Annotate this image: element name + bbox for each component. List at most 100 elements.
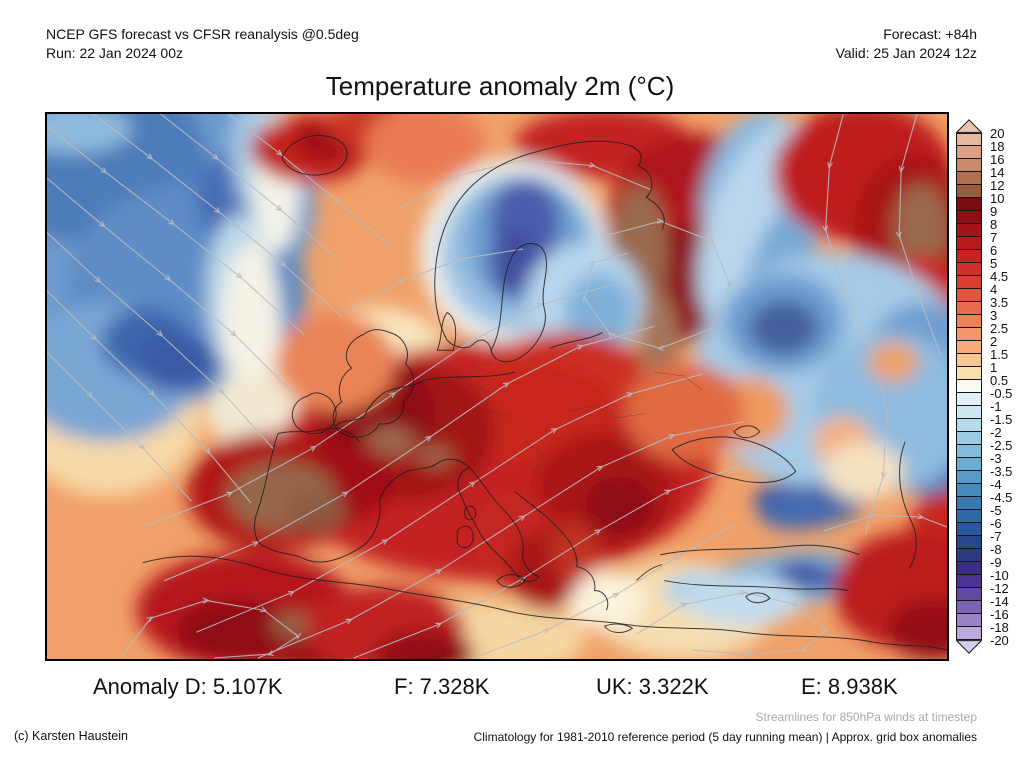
colorbar-over-triangle (956, 119, 982, 133)
colorbar-tick-label: -12 (990, 580, 1009, 596)
run-line: Run: 22 Jan 2024 00z (46, 45, 183, 61)
colorbar-segment (956, 549, 982, 562)
colorbar-tick-label: -2.5 (990, 437, 1013, 453)
map-coastlines (142, 135, 947, 651)
anomaly-value-e: E: 8.938K (801, 674, 898, 699)
colorbar-segment (956, 237, 982, 250)
colorbar-segment (956, 601, 982, 614)
colorbar-segment (956, 289, 982, 302)
colorbar-segment (956, 419, 982, 432)
colorbar-segment (956, 198, 982, 211)
colorbar-segment (956, 328, 982, 341)
colorbar-segment (956, 276, 982, 289)
map-color-field (47, 114, 947, 659)
colorbar-tick-label: -9 (990, 554, 1002, 570)
colorbar-segment (956, 159, 982, 172)
colorbar-tick-label: 2 (990, 333, 998, 349)
colorbar-segment (956, 432, 982, 445)
colorbar-labels: 20 18 16 14 12 10 9 8 7 6 5 4.5 4 3.5 3 2.5 2 1.5 1 0.5 -0.5… (956, 119, 1024, 654)
colorbar-segment (956, 172, 982, 185)
streamline-note: Streamlines for 850hPa winds at timestep (755, 710, 977, 724)
colorbar-tick-label: -0.5 (990, 385, 1013, 401)
colorbar-segment (956, 315, 982, 328)
colorbar-tick-label: 2.5 (990, 320, 1009, 336)
colorbar-segment (956, 302, 982, 315)
colorbar-tick-label: 8 (990, 216, 998, 232)
colorbar: 20 18 16 14 12 10 9 8 7 6 5 4.5 4 3.5 3 2.5 2 1.5 1 0.5 -0.5… (956, 119, 1024, 654)
colorbar-tick-label: -7 (990, 528, 1002, 544)
colorbar-tick-label: 1 (990, 359, 998, 375)
colorbar-tick-label: -5 (990, 502, 1002, 518)
colorbar-tick-label: 5 (990, 255, 998, 271)
colorbar-tick-label: 12 (990, 177, 1005, 193)
colorbar-segment (956, 406, 982, 419)
colorbar-tick-label: 16 (990, 151, 1005, 167)
anomaly-value-f: F: 7.328K (394, 674, 490, 699)
colorbar-tick-label: -14 (990, 593, 1009, 609)
forecast-line: Forecast: +84h (883, 26, 977, 42)
map-streamlines (47, 114, 947, 659)
colorbar-tick-label: -2 (990, 424, 1002, 440)
colorbar-tick-label: -3 (990, 450, 1002, 466)
colorbar-segment (956, 627, 982, 640)
colorbar-segment (956, 224, 982, 237)
colorbar-segment (956, 510, 982, 523)
colorbar-tick-label: -16 (990, 606, 1009, 622)
colorbar-tick-label: 0.5 (990, 372, 1009, 388)
colorbar-segment (956, 536, 982, 549)
colorbar-segment (956, 497, 982, 510)
colorbar-tick-label: -8 (990, 541, 1002, 557)
anomaly-map (45, 112, 949, 661)
header-model-info: NCEP GFS forecast vs CFSR reanalysis @0.… (46, 25, 359, 63)
colorbar-tick-label: 10 (990, 190, 1005, 206)
colorbar-tick-label: -6 (990, 515, 1002, 531)
colorbar-tick-label: 4 (990, 281, 998, 297)
colorbar-tick-label: -18 (990, 619, 1009, 635)
colorbar-tick-label: -4.5 (990, 489, 1013, 505)
colorbar-segment (956, 250, 982, 263)
colorbar-tick-label: 18 (990, 138, 1005, 154)
model-line: NCEP GFS forecast vs CFSR reanalysis @0.… (46, 26, 359, 42)
colorbar-tick-label: -3.5 (990, 463, 1013, 479)
colorbar-segment (956, 185, 982, 198)
colorbar-tick-label: -10 (990, 567, 1009, 583)
colorbar-segment (956, 393, 982, 406)
colorbar-tick-label: 6 (990, 242, 998, 258)
colorbar-segment (956, 341, 982, 354)
colorbar-segment (956, 588, 982, 601)
colorbar-segment (956, 523, 982, 536)
colorbar-tick-label: 9 (990, 203, 998, 219)
colorbar-tick-label: -1 (990, 398, 1002, 414)
colorbar-segment (956, 211, 982, 224)
colorbar-tick-label: -1.5 (990, 411, 1013, 427)
colorbar-segment (956, 458, 982, 471)
colorbar-segment (956, 575, 982, 588)
valid-line: Valid: 25 Jan 2024 12z (835, 45, 977, 61)
colorbar-segments (956, 133, 982, 640)
colorbar-tick-label: 4.5 (990, 268, 1009, 284)
colorbar-tick-label: -20 (990, 632, 1009, 648)
header-forecast-info: Forecast: +84h Valid: 25 Jan 2024 12z (836, 25, 977, 63)
colorbar-tick-label: 3 (990, 307, 998, 323)
colorbar-segment (956, 146, 982, 159)
anomaly-map-svg (47, 114, 947, 659)
colorbar-tick-label: 1.5 (990, 346, 1009, 362)
colorbar-tick-label: 20 (990, 125, 1005, 141)
climatology-note: Climatology for 1981-2010 reference peri… (473, 730, 977, 744)
colorbar-segment (956, 380, 982, 393)
page-title: Temperature anomaly 2m (°C) (325, 71, 675, 101)
colorbar-tick-label: 14 (990, 164, 1005, 180)
credit-note: (c) Karsten Haustein (14, 729, 128, 743)
colorbar-segment (956, 263, 982, 276)
colorbar-tick-label: 3.5 (990, 294, 1009, 310)
colorbar-tick-label: -4 (990, 476, 1002, 492)
colorbar-segment (956, 471, 982, 484)
colorbar-segment (956, 614, 982, 627)
colorbar-segment (956, 133, 982, 146)
colorbar-segment (956, 445, 982, 458)
colorbar-segment (956, 354, 982, 367)
colorbar-segment (956, 484, 982, 497)
colorbar-under-triangle (956, 640, 982, 654)
colorbar-segment (956, 562, 982, 575)
anomaly-value-d: Anomaly D: 5.107K (93, 674, 283, 699)
